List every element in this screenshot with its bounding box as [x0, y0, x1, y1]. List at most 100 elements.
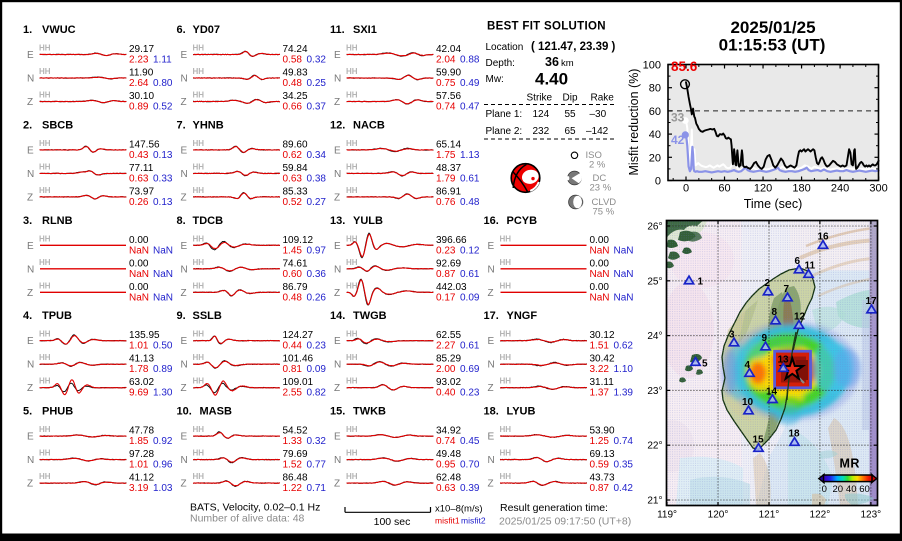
svg-text:49.48: 49.48 — [436, 449, 461, 460]
svg-text:misfit2: misfit2 — [461, 516, 486, 526]
svg-text:0.36: 0.36 — [307, 269, 327, 280]
svg-text:HH: HH — [346, 44, 358, 53]
svg-text:109.12: 109.12 — [283, 235, 314, 246]
svg-text:42: 42 — [671, 133, 685, 147]
svg-text:30.12: 30.12 — [590, 330, 615, 341]
svg-text:HH: HH — [39, 162, 51, 171]
svg-text:0.60: 0.60 — [283, 269, 303, 280]
svg-text:6.: 6. — [177, 24, 186, 36]
svg-text:N: N — [334, 74, 341, 85]
svg-text:0.89: 0.89 — [153, 364, 173, 375]
svg-text:0.80: 0.80 — [153, 78, 173, 89]
svg-text:Z: Z — [488, 288, 494, 299]
svg-text:100: 100 — [643, 60, 661, 72]
svg-text:0.76: 0.76 — [436, 197, 456, 208]
svg-text:0.23: 0.23 — [460, 388, 480, 399]
svg-text:HH: HH — [500, 425, 512, 434]
svg-text:42.04: 42.04 — [436, 44, 461, 55]
svg-text:40: 40 — [846, 484, 857, 495]
svg-text:N: N — [181, 169, 188, 180]
svg-text:0.00: 0.00 — [129, 258, 149, 269]
svg-text:E: E — [181, 145, 188, 156]
svg-text:11: 11 — [805, 261, 816, 272]
svg-text:31.11: 31.11 — [590, 377, 615, 388]
svg-text:60: 60 — [649, 106, 661, 118]
svg-text:13: 13 — [778, 355, 790, 366]
svg-text:Depth:: Depth: — [486, 58, 515, 69]
svg-text:3: 3 — [729, 330, 735, 341]
svg-text:123°: 123° — [861, 510, 882, 521]
svg-text:HH: HH — [346, 67, 358, 76]
svg-text:0.48: 0.48 — [283, 78, 303, 89]
svg-text:85.29: 85.29 — [436, 354, 461, 365]
svg-text:1.51: 1.51 — [590, 341, 610, 352]
svg-text:NaN: NaN — [590, 245, 610, 256]
svg-text:100 sec: 100 sec — [374, 516, 411, 528]
svg-text:60: 60 — [859, 484, 870, 495]
svg-text:0.89: 0.89 — [129, 102, 149, 113]
svg-text:0.09: 0.09 — [460, 292, 480, 303]
svg-text:misfit1: misfit1 — [435, 516, 460, 526]
svg-text:Z: Z — [181, 288, 187, 299]
svg-text:1.37: 1.37 — [590, 388, 610, 399]
svg-text:1: 1 — [698, 277, 704, 288]
svg-text:0.26: 0.26 — [129, 197, 149, 208]
svg-text:79.69: 79.69 — [283, 449, 308, 460]
svg-text:1.03: 1.03 — [153, 483, 173, 494]
svg-text:x10–8(m/s): x10–8(m/s) — [435, 504, 483, 515]
svg-text:Mw:: Mw: — [486, 74, 504, 85]
svg-text:0.63: 0.63 — [436, 483, 456, 494]
svg-text:41.13: 41.13 — [129, 354, 154, 365]
svg-text:HH: HH — [500, 281, 512, 290]
svg-text:0.35: 0.35 — [614, 460, 634, 471]
svg-text:10.: 10. — [177, 406, 192, 418]
svg-text:Result generation time:: Result generation time: — [500, 502, 608, 514]
svg-text:HH: HH — [193, 472, 205, 481]
svg-text:25°: 25° — [647, 276, 662, 287]
svg-text:3.: 3. — [23, 215, 32, 227]
svg-text:9.: 9. — [177, 310, 186, 322]
svg-text:119°: 119° — [657, 510, 677, 521]
svg-text:VWUC: VWUC — [42, 24, 76, 36]
svg-text:Z: Z — [27, 192, 33, 203]
svg-text:NaN: NaN — [129, 269, 149, 280]
svg-text:121°: 121° — [759, 510, 780, 521]
svg-text:0.87: 0.87 — [590, 483, 610, 494]
svg-text:0.95: 0.95 — [436, 460, 456, 471]
svg-text:232: 232 — [533, 126, 550, 137]
svg-text:E: E — [181, 50, 188, 61]
svg-text:Z: Z — [334, 97, 340, 108]
svg-text:YULB: YULB — [353, 215, 383, 227]
svg-text:HH: HH — [193, 281, 205, 290]
svg-text:26°: 26° — [647, 222, 662, 233]
svg-text:Z: Z — [334, 288, 340, 299]
svg-text:54.52: 54.52 — [283, 426, 308, 437]
svg-text:NaN: NaN — [129, 292, 149, 303]
svg-text:E: E — [181, 241, 188, 252]
svg-text:124.27: 124.27 — [283, 330, 314, 341]
svg-text:8.: 8. — [177, 215, 186, 227]
svg-text:N: N — [181, 74, 188, 85]
svg-text:SBCB: SBCB — [42, 119, 73, 131]
svg-text:HH: HH — [346, 139, 358, 148]
svg-text:29.17: 29.17 — [129, 44, 154, 55]
svg-text:0.47: 0.47 — [460, 102, 480, 113]
svg-text:59.84: 59.84 — [283, 163, 308, 174]
svg-text:75 %: 75 % — [593, 207, 615, 218]
svg-text:Z: Z — [27, 97, 33, 108]
svg-text:62.55: 62.55 — [436, 330, 461, 341]
svg-text:0.82: 0.82 — [307, 388, 327, 399]
svg-text:1.: 1. — [23, 24, 32, 36]
svg-text:0.17: 0.17 — [436, 292, 456, 303]
svg-text:23°: 23° — [647, 386, 662, 397]
svg-text:E: E — [488, 432, 495, 443]
svg-text:1.10: 1.10 — [614, 364, 634, 375]
svg-text:14.: 14. — [330, 310, 345, 322]
svg-text:0.34: 0.34 — [307, 150, 327, 161]
svg-text:0.13: 0.13 — [153, 197, 173, 208]
svg-text:53.90: 53.90 — [590, 426, 615, 437]
svg-text:12.: 12. — [330, 119, 345, 131]
svg-text:30.42: 30.42 — [590, 354, 615, 365]
svg-text:74.24: 74.24 — [283, 44, 308, 55]
svg-text:NaN: NaN — [614, 292, 634, 303]
